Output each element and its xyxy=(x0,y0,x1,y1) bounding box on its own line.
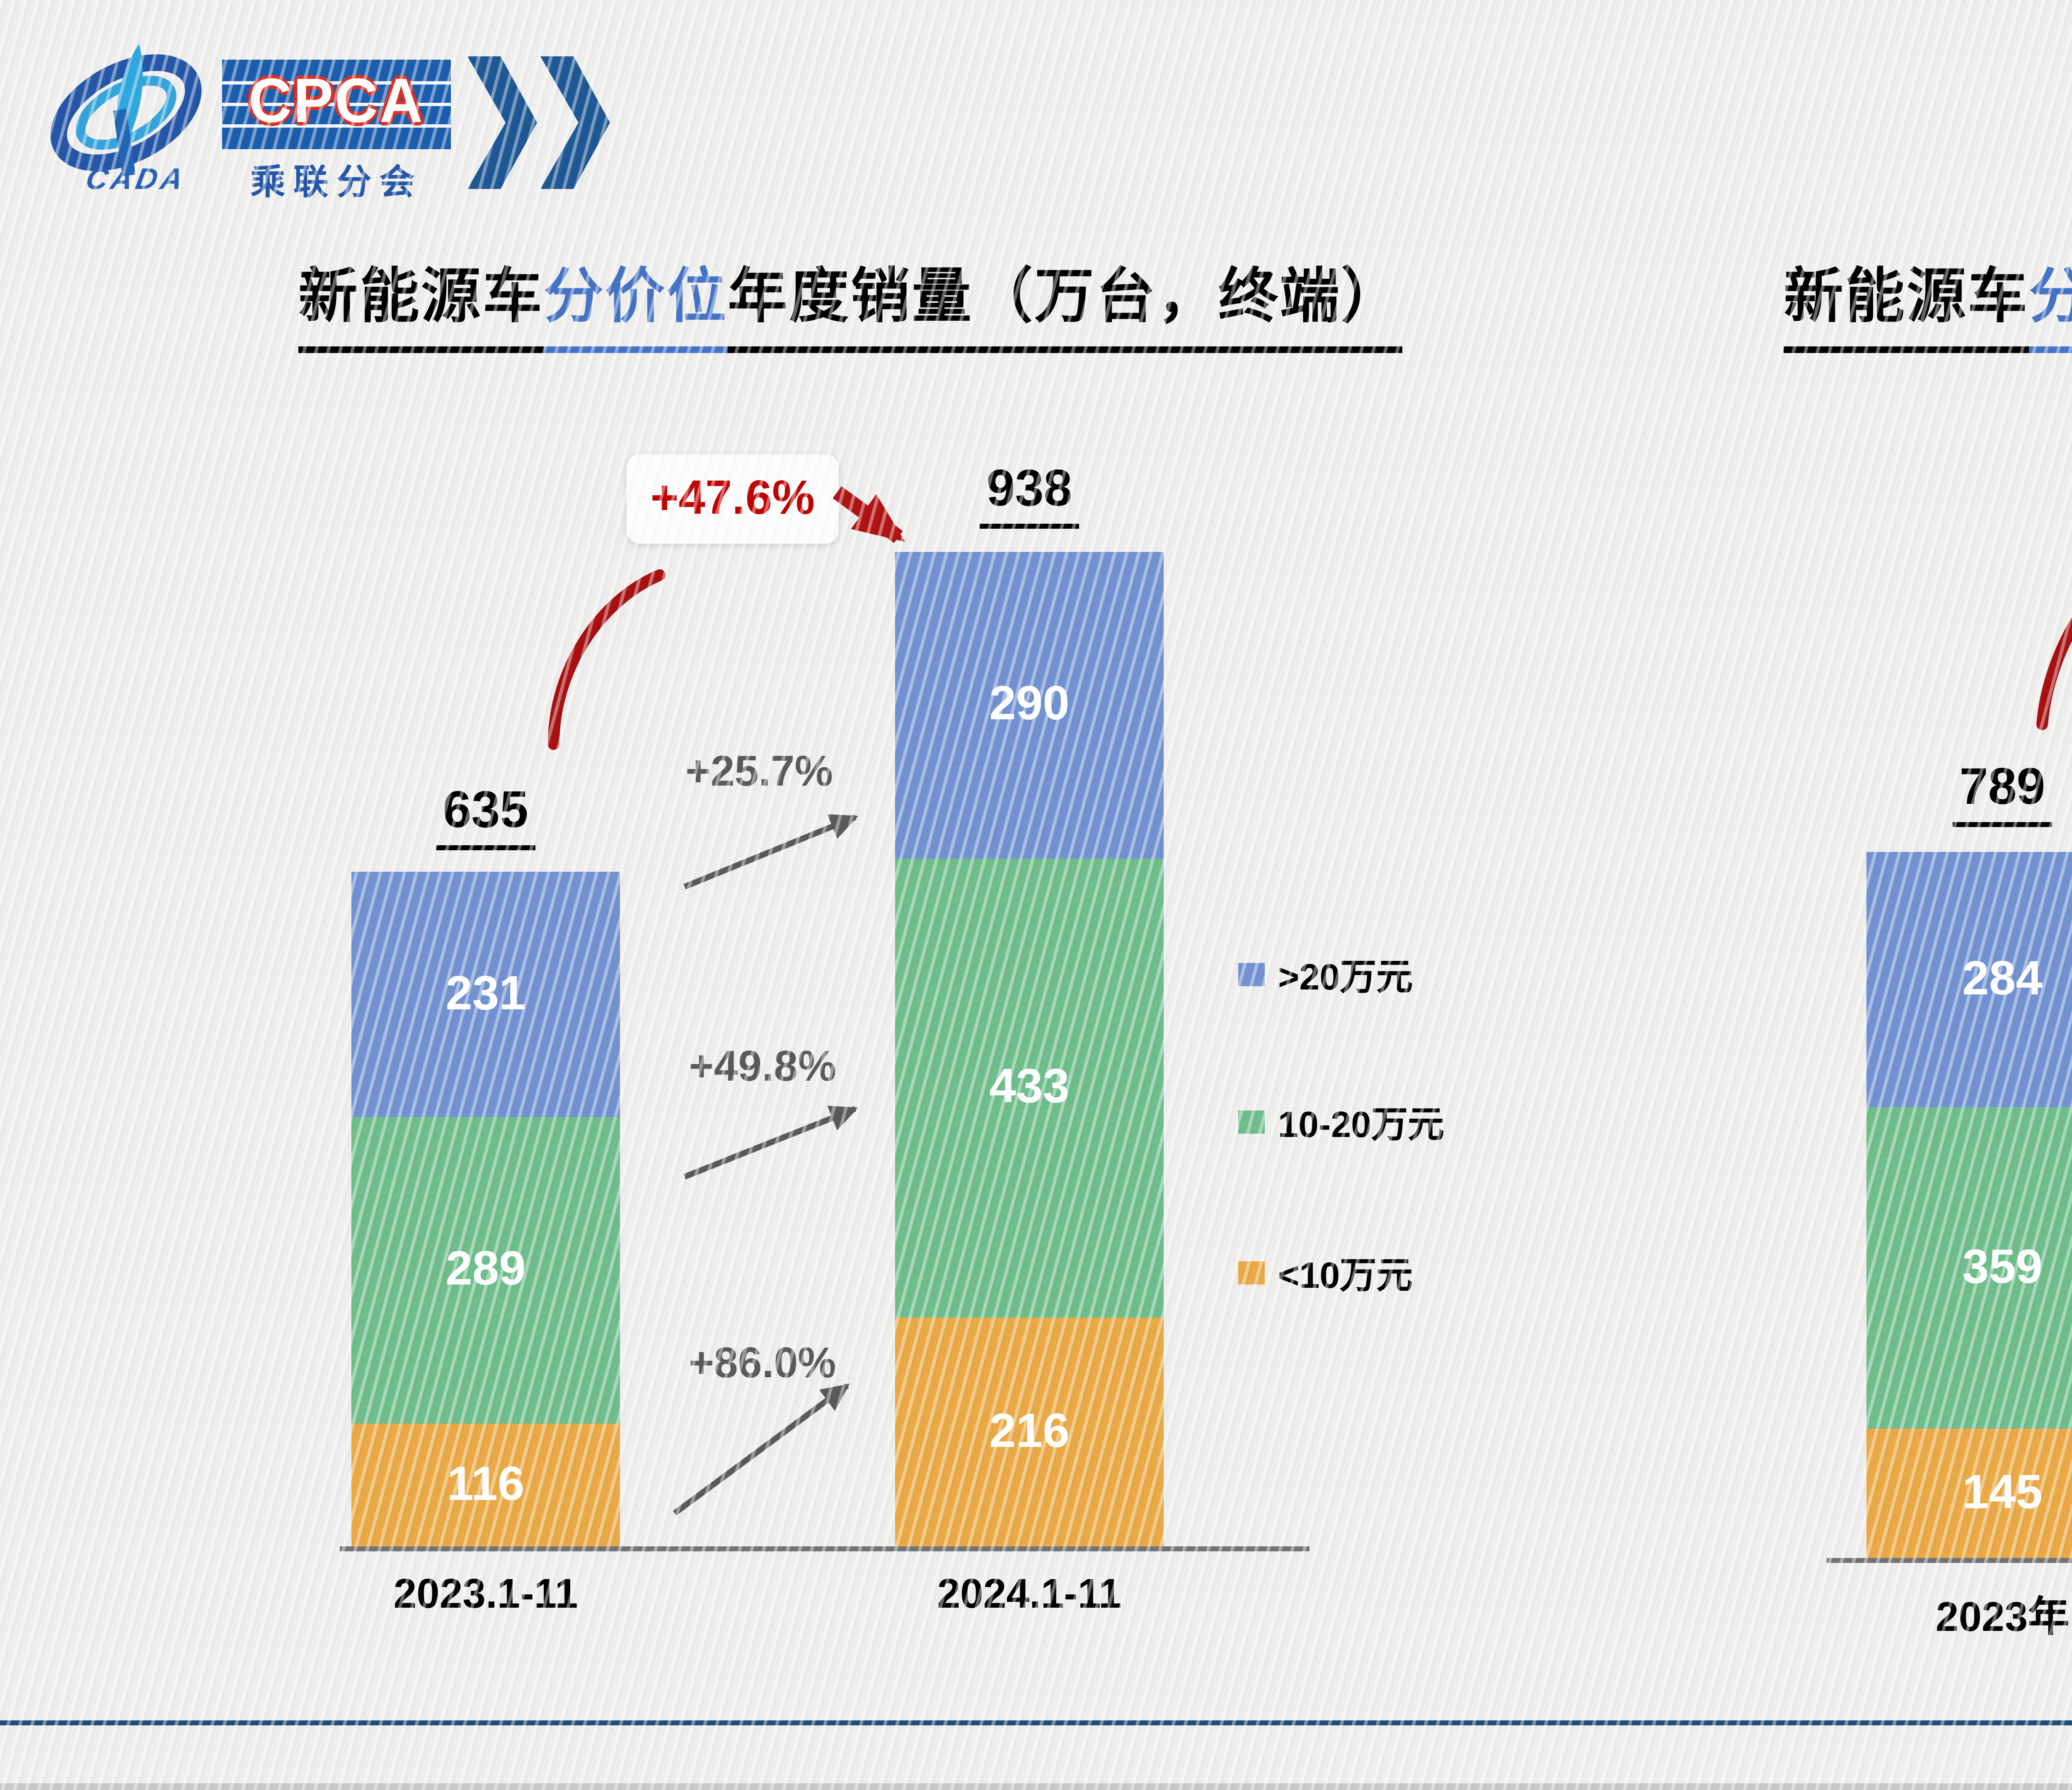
segment-value: 145 xyxy=(1962,1466,2043,1519)
logo-stripe xyxy=(222,103,451,106)
segment-gt20: 290 xyxy=(895,552,1164,859)
segment-gt20: 284 xyxy=(1866,852,2072,1107)
growth-arrow xyxy=(673,1383,850,1516)
red-curved-tail xyxy=(548,569,666,750)
legend-item-10-20: 10-20万元 xyxy=(1238,1101,1444,1145)
segment-value: 290 xyxy=(989,678,1070,731)
segment-value: 216 xyxy=(989,1405,1070,1458)
red-growth-arrow xyxy=(833,486,905,543)
footer-line-left xyxy=(0,1720,2072,1725)
legend-item-gt20: >20万元 xyxy=(1238,953,1413,998)
growth-arrow xyxy=(683,814,859,890)
total-label-938: 938 xyxy=(895,459,1164,529)
total-label-635: 635 xyxy=(351,781,620,850)
segment-lt10: 145 xyxy=(1866,1429,2072,1558)
segment-10-20: 359 xyxy=(1866,1107,2072,1429)
left-chart-title: 新能源车分价位年度销量（万台，终端） xyxy=(298,249,1403,353)
growth-arrow xyxy=(683,1105,859,1180)
x-label-2024-left: 2024.1-11 xyxy=(937,1571,1122,1618)
double-chevron-icon xyxy=(467,56,610,189)
legend-swatch-green xyxy=(1238,1110,1265,1134)
segment-value: 359 xyxy=(1962,1241,2043,1294)
cpca-logo: CPCA 乘联分会 CADA xyxy=(40,30,610,202)
logo-stripe xyxy=(222,124,451,128)
slide-bottom-edge xyxy=(0,1783,2072,1790)
legend-swatch-orange xyxy=(1238,1261,1265,1284)
title-highlight: 分价位 xyxy=(544,249,728,353)
growth-label-10-20: +49.8% xyxy=(689,1041,836,1091)
left-chart-axis xyxy=(340,1546,1310,1551)
segment-value: 289 xyxy=(445,1243,526,1296)
right-bar-2023: 284 359 145 xyxy=(1866,852,2072,1558)
segment-value: 116 xyxy=(447,1458,525,1511)
segment-value: 284 xyxy=(1962,952,2043,1005)
growth-label-gt20: +25.7% xyxy=(685,746,833,796)
segment-10-20: 289 xyxy=(351,1117,620,1424)
logo-stripe xyxy=(222,81,451,85)
cpca-logo-box: CPCA xyxy=(222,60,451,149)
segment-value: 433 xyxy=(989,1061,1070,1114)
legend-label: 10-20万元 xyxy=(1278,1104,1445,1145)
growth-label-lt10: +86.0% xyxy=(689,1338,836,1387)
segment-10-20: 433 xyxy=(895,859,1164,1318)
red-curved-tail xyxy=(2036,617,2072,730)
title-prefix: 新能源车 xyxy=(1784,249,2029,353)
title-highlight: 分价位 xyxy=(2029,249,2072,353)
right-chart-title: 新能源车分价位年度销量（万台，内需） xyxy=(1784,249,2072,353)
left-bar-2024: 290 433 216 xyxy=(895,552,1164,1546)
legend-label: <10万元 xyxy=(1278,1255,1413,1296)
title-suffix: 年度销量（万台，终端） xyxy=(728,249,1403,353)
x-label-2023-right: 2023年 xyxy=(1935,1594,2070,1641)
segment-lt10: 216 xyxy=(895,1318,1164,1546)
right-chart-axis xyxy=(1827,1558,2072,1563)
cada-swirl-icon xyxy=(50,44,202,177)
legend-swatch-blue xyxy=(1238,963,1265,986)
legend-label: >20万元 xyxy=(1278,956,1413,998)
segment-lt10: 116 xyxy=(351,1424,620,1546)
legend-item-lt10: <10万元 xyxy=(1238,1251,1413,1296)
left-bar-2023: 231 289 116 xyxy=(351,872,620,1546)
total-label-789: 789 xyxy=(1866,757,2072,827)
title-prefix: 新能源车 xyxy=(298,249,544,353)
total-growth-label: +47.6% xyxy=(627,454,839,544)
logo-subsidiary-label: 乘联分会 xyxy=(250,164,423,202)
segment-value: 231 xyxy=(445,967,526,1020)
segment-gt20: 231 xyxy=(351,872,620,1117)
cpca-wordmark: CPCA xyxy=(248,64,424,136)
x-label-2023-left: 2023.1-11 xyxy=(393,1571,578,1618)
